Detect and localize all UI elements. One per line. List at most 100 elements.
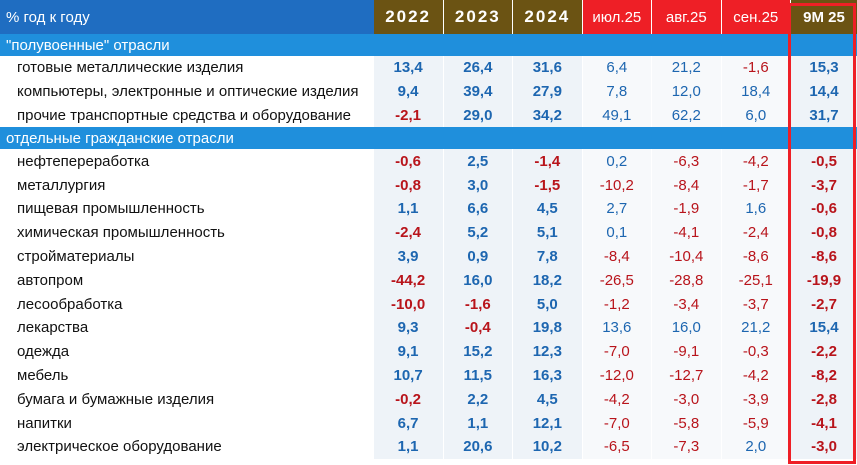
row-label: автопром [17,271,84,289]
value-cell: -8,6 [790,244,857,269]
value-cell: -4,2 [582,387,653,412]
value-cell: -19,9 [790,268,857,293]
table-row: мебель 10,7 11,5 16,3 -12,0 -12,7 -4,2 -8,2 [0,363,857,388]
section-cell [651,34,722,56]
value-cell: 2,5 [443,149,514,174]
table-row: компьютеры, электронные и оптические изд… [0,79,857,104]
header-label: % год к году [0,0,374,34]
value-cell: 5,1 [512,220,583,245]
section-cell [443,34,513,56]
value-cell: 6,4 [582,56,653,80]
value-cell: -3,4 [651,292,722,316]
value-cell: -1,5 [512,173,583,197]
value-cell: 39,4 [443,79,514,104]
value-cell: 26,4 [443,56,514,80]
section-cell [443,127,513,150]
row-label: одежда [17,343,70,361]
value-cell: 13,6 [582,315,653,340]
section-cell [790,34,857,56]
value-cell: -8,4 [651,173,722,197]
section-cell [373,127,444,150]
col-header-sep25: сен.25 [721,0,792,34]
row-label: стройматериалы [17,247,135,265]
row-label: компьютеры, электронные и оптические изд… [17,83,359,101]
value-cell: -8,4 [582,244,653,269]
value-cell: -3,0 [790,434,857,459]
value-cell: -12,7 [651,363,722,388]
value-cell: -6,3 [651,149,722,174]
col-header-2024: 2024 [512,0,583,34]
value-cell: -1,6 [721,56,792,80]
value-cell: -2,1 [373,103,444,128]
value-cell: -2,4 [373,220,444,245]
value-cell: -7,0 [582,411,653,435]
value-cell: 31,7 [790,103,857,128]
value-cell: 14,4 [790,79,857,104]
value-cell: -3,7 [721,292,792,316]
table-row: пищевая промышленность 1,1 6,6 4,5 2,7 -1,9 1,… [0,196,857,221]
col-header-aug25: авг.25 [651,0,722,34]
value-cell: 62,2 [651,103,722,128]
row-label: химическая промышленность [17,224,225,242]
value-cell: -3,0 [651,387,722,412]
row-label: бумага и бумажные изделия [17,390,215,408]
value-cell: -2,2 [790,339,857,364]
value-cell: 12,3 [512,339,583,364]
section-cell [790,127,857,150]
value-cell: -0,3 [721,339,792,364]
value-cell: -8,6 [721,244,792,269]
value-cell: -26,5 [582,268,653,293]
value-cell: -9,1 [651,339,722,364]
value-cell: -4,1 [790,411,857,435]
value-cell: 2,7 [582,196,653,221]
value-cell: -0,6 [790,196,857,221]
value-cell: -2,7 [790,292,857,316]
value-cell: -3,9 [721,387,792,412]
value-cell: -2,8 [790,387,857,412]
value-cell: 6,0 [721,103,792,128]
table-row: бумага и бумажные изделия -0,2 2,2 4,5 -4,2-… [0,387,857,412]
value-cell: -8,2 [790,363,857,388]
section-title: "полувоенные" отрасли [0,34,374,56]
value-cell: -28,8 [651,268,722,293]
section-title: отдельные гражданские отрасли [0,127,374,150]
value-cell: 9,1 [373,339,444,364]
table-row: прочие транспортные средства и оборудова… [0,103,857,128]
value-cell: 20,6 [443,434,514,459]
value-cell: -7,3 [651,434,722,459]
section-cell [721,34,791,56]
value-cell: 13,4 [373,56,444,80]
value-cell: 9,4 [373,79,444,104]
value-cell: -10,4 [651,244,722,269]
value-cell: 15,4 [790,315,857,340]
value-cell: -6,5 [582,434,653,459]
table-row: напитки 6,7 1,1 12,1 -7,0 -5,8 -5,9 -4,1 [0,411,857,435]
row-label: лекарства [17,319,89,337]
value-cell: 2,2 [443,387,514,412]
value-cell: 18,2 [512,268,583,293]
row-label: прочие транспортные средства и оборудова… [17,106,351,124]
value-cell: 9,3 [373,315,444,340]
row-label: готовые металлические изделия [17,59,244,77]
value-cell: -5,8 [651,411,722,435]
value-cell: 1,6 [721,196,792,221]
row-label: электрическое оборудование [17,438,222,456]
row-label: нефтепереработка [17,152,150,170]
value-cell: -0,2 [373,387,444,412]
table-row: автопром -44,2 16,0 18,2 -26,5 -28,8 -25,1 -19,… [0,268,857,293]
section-row: отдельные гражданские отрасли [0,127,857,150]
row-label: лесообработка [17,295,123,313]
value-cell: 16,0 [443,268,514,293]
value-cell: 1,1 [443,411,514,435]
value-cell: -5,9 [721,411,792,435]
value-cell: -10,2 [582,173,653,197]
value-cell: -1,4 [512,149,583,174]
value-cell: 34,2 [512,103,583,128]
value-cell: 0,2 [582,149,653,174]
value-cell: 12,0 [651,79,722,104]
value-cell: 4,5 [512,387,583,412]
value-cell: -0,8 [790,220,857,245]
value-cell: -4,1 [651,220,722,245]
value-cell: 31,6 [512,56,583,80]
